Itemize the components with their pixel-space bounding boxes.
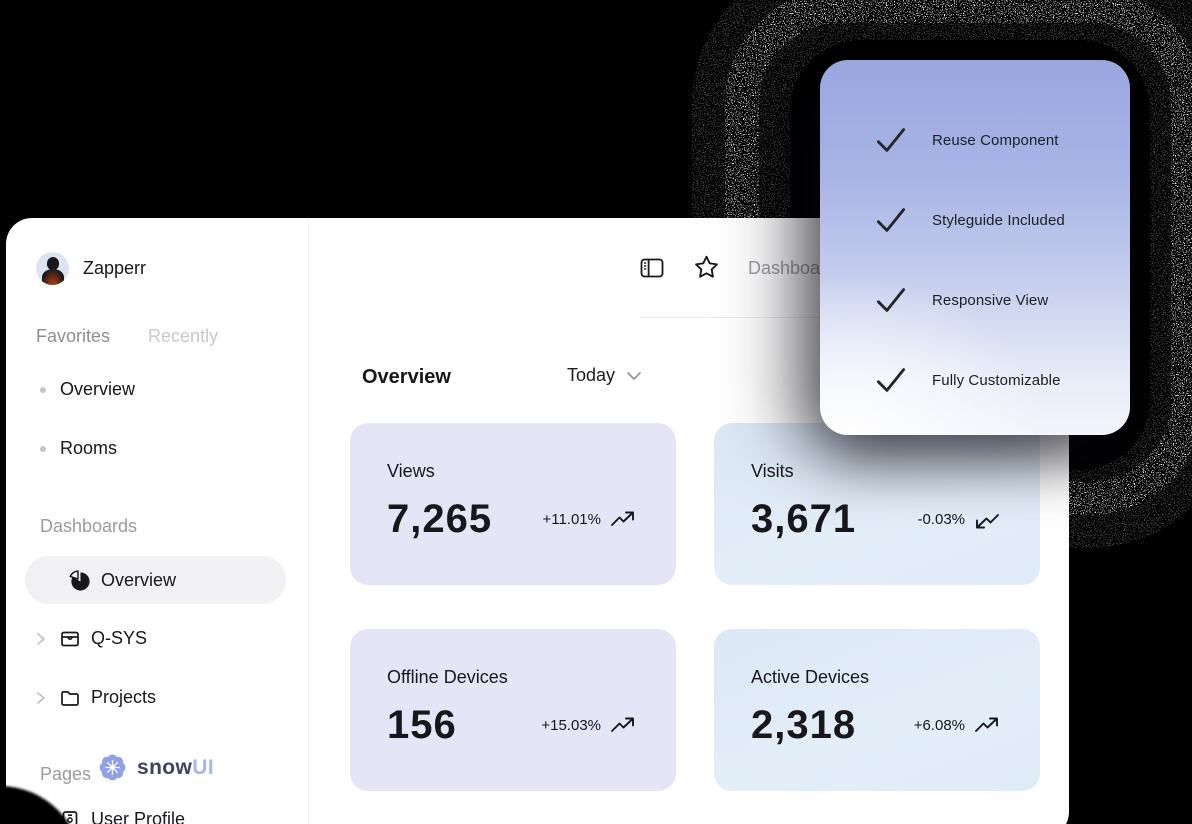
stat-delta: +15.03% <box>541 717 601 734</box>
features-card: Reuse Component Styleguide Included Resp… <box>820 60 1130 435</box>
feature-row: Styleguide Included <box>820 198 1130 242</box>
stat-value: 7,265 <box>387 497 493 541</box>
user-account-button[interactable]: Zapperr <box>36 252 146 285</box>
bullet-dot-icon <box>40 386 46 393</box>
sidebar: Zapperr Favorites Recently Overview Room… <box>6 218 309 824</box>
section-label-pages: Pages <box>40 764 92 784</box>
section-label-dashboards: Dashboards <box>40 516 138 536</box>
trend-down-icon <box>976 513 999 528</box>
date-range-dropdown[interactable]: Today <box>567 365 642 386</box>
sidebar-item-label: Projects <box>91 687 157 707</box>
logo-text-ui: UI <box>192 755 215 779</box>
stat-label: Views <box>387 461 435 481</box>
chart-pie-icon <box>68 569 91 592</box>
feature-label: Styleguide Included <box>932 211 1065 229</box>
tab-recently[interactable]: Recently <box>148 326 219 346</box>
sidebar-item-overview-active[interactable]: Overview <box>25 556 286 604</box>
stat-value: 156 <box>387 703 457 747</box>
user-name: Zapperr <box>83 258 147 278</box>
feature-row: Fully Customizable <box>820 358 1130 402</box>
checkmark-icon <box>876 288 906 312</box>
stat-card-visits: Visits 3,671 -0.03% <box>714 423 1040 585</box>
date-range-label: Today <box>567 365 616 385</box>
stat-value: 2,318 <box>751 703 857 747</box>
avatar <box>36 252 69 285</box>
stat-delta: +6.08% <box>913 717 965 734</box>
trend-up-icon <box>975 717 998 732</box>
chevron-right-icon <box>36 632 46 646</box>
snowflake-flower-icon <box>99 754 126 781</box>
sidebar-item-projects[interactable]: Projects <box>36 686 156 709</box>
tab-favorites[interactable]: Favorites <box>36 326 111 346</box>
stat-label: Active Devices <box>751 667 870 687</box>
sidebar-item-qsys[interactable]: Q-SYS <box>36 627 147 650</box>
stat-delta: +11.01% <box>542 511 601 528</box>
logo-text-snow: snow <box>137 755 193 779</box>
sidebar-item-label: Overview <box>60 379 136 399</box>
stat-label: Offline Devices <box>387 667 508 687</box>
snowui-logo: snowUI <box>94 749 214 786</box>
sidebar-item-label: User Profile <box>91 809 186 824</box>
checkmark-icon <box>876 368 906 392</box>
checkmark-icon <box>876 208 906 232</box>
trend-up-icon <box>611 717 634 732</box>
stat-value: 3,671 <box>751 497 857 541</box>
trend-up-icon <box>611 511 634 526</box>
stat-card-offline-devices: Offline Devices 156 +15.03% <box>350 629 676 791</box>
sidebar-item-label: Overview <box>101 569 177 590</box>
chevron-down-icon <box>627 371 641 380</box>
page-title: Overview <box>362 366 451 388</box>
feature-label: Reuse Component <box>932 131 1059 149</box>
star-icon[interactable] <box>693 254 720 281</box>
sidebar-item-label: Q-SYS <box>91 628 148 648</box>
feature-label: Responsive View <box>932 291 1049 309</box>
stat-card-active-devices: Active Devices 2,318 +6.08% <box>714 629 1040 791</box>
folder-icon <box>58 686 81 709</box>
feature-label: Fully Customizable <box>932 371 1061 389</box>
bullet-dot-icon <box>40 445 46 452</box>
stat-card-views: Views 7,265 +11.01% <box>350 423 676 585</box>
stat-label: Visits <box>751 461 794 481</box>
checkmark-icon <box>876 128 906 152</box>
storefront-icon <box>58 627 81 650</box>
sidebar-toggle-icon[interactable] <box>640 256 664 280</box>
chevron-right-icon <box>36 691 46 705</box>
feature-row: Reuse Component <box>820 118 1130 162</box>
feature-row: Responsive View <box>820 278 1130 322</box>
sidebar-item-overview-favorite[interactable]: Overview <box>40 379 135 400</box>
stat-delta: -0.03% <box>917 511 965 528</box>
sidebar-item-rooms[interactable]: Rooms <box>40 438 117 459</box>
sidebar-item-label: Rooms <box>60 438 118 458</box>
main-content: Dashboards Overview Today Views 7,265 +1… <box>309 218 1069 824</box>
